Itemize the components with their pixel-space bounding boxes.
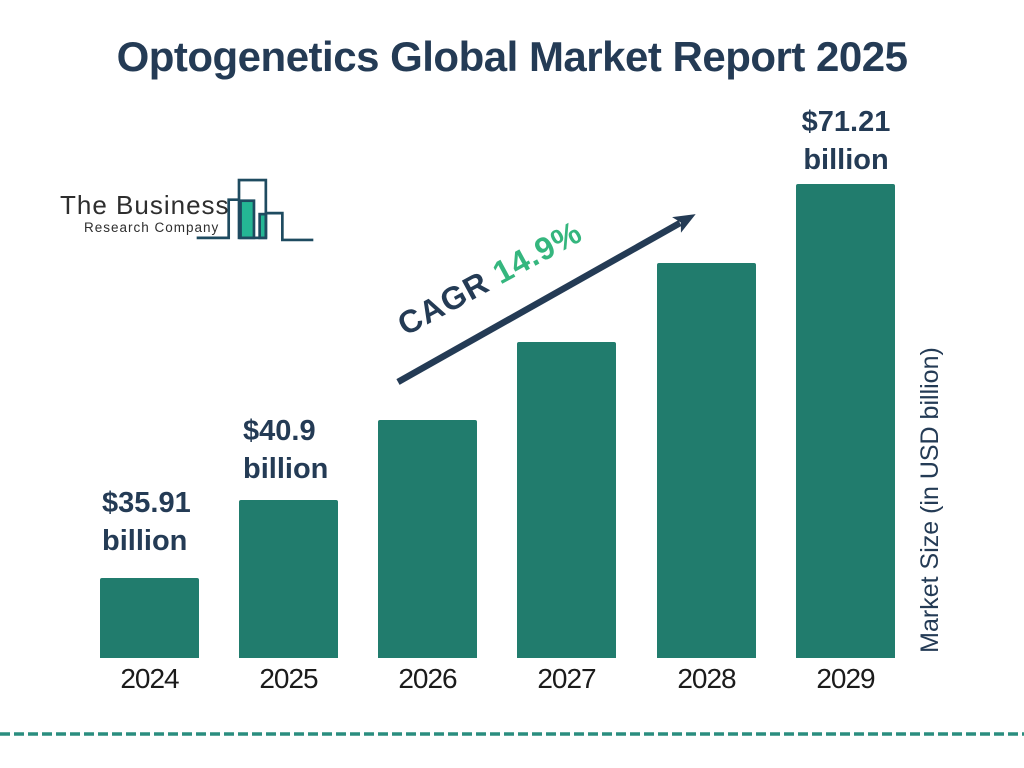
logo-text-secondary: Research Company xyxy=(84,220,220,235)
x-tick-2025: 2025 xyxy=(259,663,318,694)
value-label-2024-unit: billion xyxy=(102,525,188,557)
x-tick-2027: 2027 xyxy=(537,663,596,694)
bar-2025 xyxy=(239,500,338,658)
dashed-divider-line xyxy=(0,732,1024,736)
bar-2028 xyxy=(657,263,756,658)
company-logo: The Business Research Company xyxy=(60,178,314,250)
x-tick-2026: 2026 xyxy=(398,663,457,694)
value-label-2025: $40.9 billion xyxy=(243,412,328,488)
value-label-2024-amount: $35.91 xyxy=(102,487,191,519)
x-tick-2024: 2024 xyxy=(120,663,179,694)
x-tick-2029: 2029 xyxy=(816,663,875,694)
value-label-2029: $71.21 billion xyxy=(781,103,911,179)
value-label-2025-unit: billion xyxy=(243,453,329,485)
x-tick-2028: 2028 xyxy=(677,663,736,694)
value-label-2024: $35.91 billion xyxy=(102,484,191,560)
page-title: Optogenetics Global Market Report 2025 xyxy=(116,33,908,80)
bar-2029 xyxy=(796,184,895,658)
value-label-2029-unit: billion xyxy=(803,144,889,176)
logo-text-primary: The Business xyxy=(60,190,230,220)
y-axis-label: Market Size (in USD billion) xyxy=(916,347,944,653)
bar-2027 xyxy=(517,342,616,658)
bar-2026 xyxy=(378,420,477,658)
value-label-2029-amount: $71.21 xyxy=(801,106,891,138)
logo-barchart-icon xyxy=(196,178,314,242)
growth-arrow-icon xyxy=(396,214,696,385)
value-label-2025-amount: $40.9 xyxy=(243,415,316,447)
bar-2024 xyxy=(100,578,199,658)
